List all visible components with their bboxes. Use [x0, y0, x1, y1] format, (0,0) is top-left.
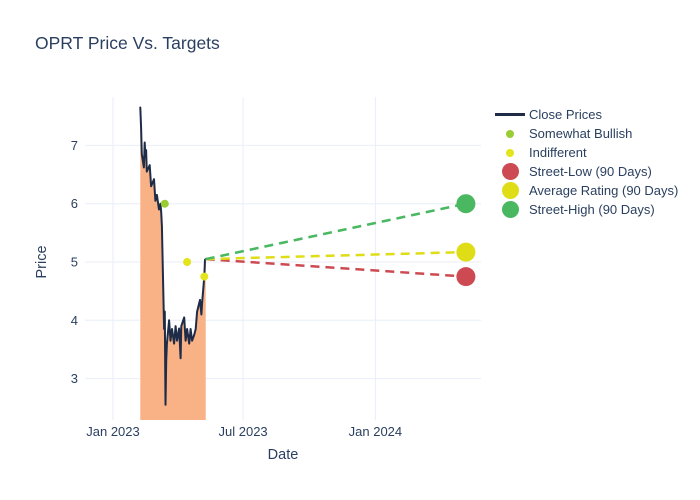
legend-label: Indifferent — [529, 145, 587, 160]
dot-swatch-icon — [493, 148, 527, 157]
dot-swatch-icon — [493, 182, 527, 199]
legend-item-street-low-90-days[interactable]: Street-Low (90 Days) — [493, 162, 678, 181]
legend-item-indifferent[interactable]: Indifferent — [493, 143, 678, 162]
rating-marker-indifferent — [200, 272, 209, 281]
target-marker-average-rating-90-days — [456, 242, 476, 262]
legend-label: Average Rating (90 Days) — [529, 183, 679, 198]
legend: Close Prices Somewhat Bullish Indifferent S… — [493, 105, 678, 219]
projection-line-street-low-90-days — [205, 257, 466, 278]
rating-marker-somewhat-bullish — [160, 199, 169, 208]
y-tick-label: 3 — [71, 371, 78, 386]
projection-line-average-rating-90-days — [205, 250, 466, 261]
y-tick-label: 7 — [71, 138, 78, 153]
y-axis-title: Price — [34, 245, 50, 278]
x-axis-title: Date — [268, 447, 299, 463]
y-tick-label: 5 — [71, 255, 78, 270]
target-marker-street-high-90-days — [456, 194, 476, 214]
legend-item-street-high-90-days[interactable]: Street-High (90 Days) — [493, 200, 678, 219]
x-tick-label: Jul 2023 — [219, 424, 268, 439]
legend-label: Somewhat Bullish — [529, 126, 633, 141]
x-tick-label: Jan 2024 — [349, 424, 403, 439]
y-tick-label: 6 — [71, 196, 78, 211]
legend-item-average-rating-90-days[interactable]: Average Rating (90 Days) — [493, 181, 678, 200]
close-prices-line — [139, 106, 207, 406]
line-swatch-icon — [493, 113, 527, 116]
x-tick-label: Jan 2023 — [86, 424, 140, 439]
legend-item-somewhat-bullish[interactable]: Somewhat Bullish — [493, 124, 678, 143]
target-marker-street-low-90-days — [456, 267, 476, 287]
rating-marker-indifferent — [183, 258, 192, 266]
chart-title: OPRT Price Vs. Targets — [35, 33, 220, 53]
projection-line-street-high-90-days — [205, 202, 467, 261]
dot-swatch-icon — [493, 163, 527, 180]
y-tick-label: 4 — [71, 313, 78, 328]
legend-item-close-prices[interactable]: Close Prices — [493, 105, 678, 124]
legend-label: Street-Low (90 Days) — [529, 164, 652, 179]
dot-swatch-icon — [493, 201, 527, 218]
dot-swatch-icon — [493, 129, 527, 138]
legend-label: Close Prices — [529, 107, 602, 122]
legend-label: Street-High (90 Days) — [529, 202, 655, 217]
close-prices-area — [140, 107, 206, 420]
